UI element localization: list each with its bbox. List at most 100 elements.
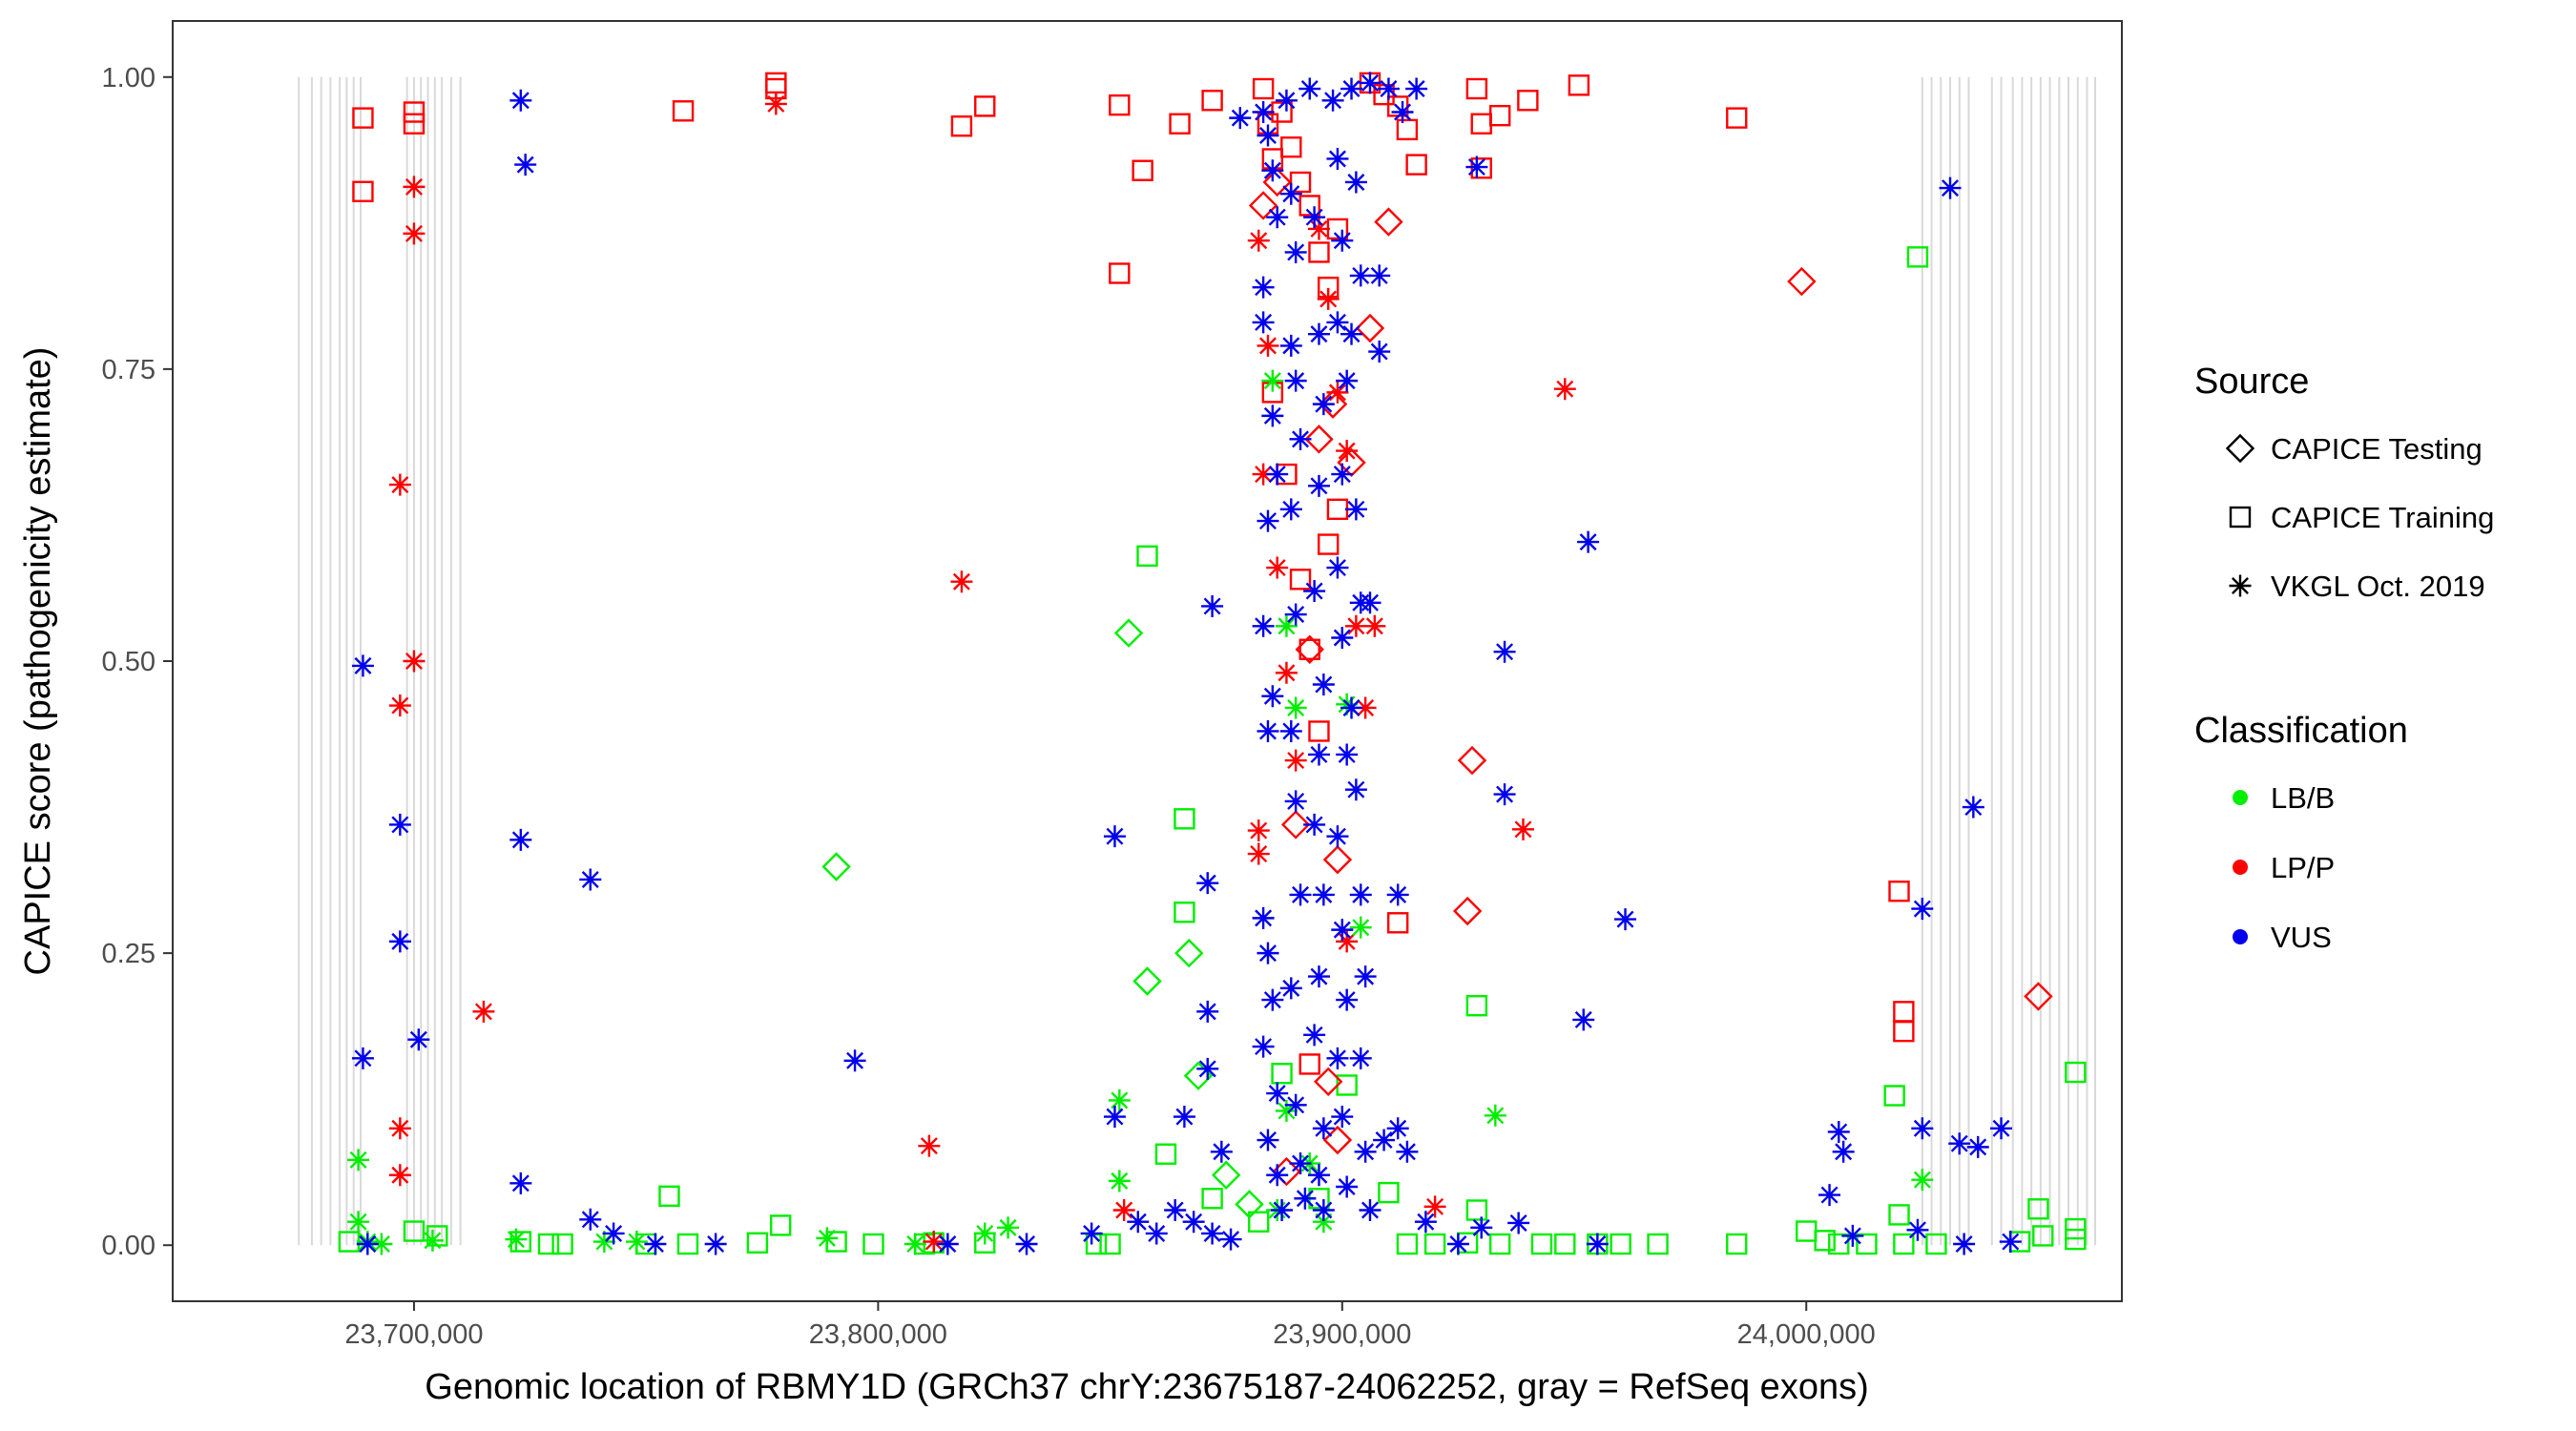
capice-testing-lp-p-point xyxy=(1304,425,1334,454)
capice-training-lp-p-point xyxy=(352,180,374,202)
vkgl-oct-2019-vus-point xyxy=(1261,988,1284,1011)
capice-training-lp-p-point xyxy=(1517,90,1539,112)
vkgl-oct-2019-lp-p-point xyxy=(403,650,426,673)
vkgl-oct-2019-vus-point xyxy=(1368,341,1391,363)
vkgl-oct-2019-lb-b-point xyxy=(1911,1169,1934,1192)
vkgl-oct-2019-vus-point xyxy=(1331,919,1354,942)
vkgl-oct-2019-vus-point xyxy=(1359,1198,1381,1221)
vkgl-oct-2019-lb-b-point xyxy=(347,1211,370,1234)
vkgl-oct-2019-vus-point xyxy=(1336,369,1359,392)
vkgl-oct-2019-vus-point xyxy=(514,154,537,176)
capice-training-lb-b-point xyxy=(1271,1063,1293,1085)
diamond-icon xyxy=(2225,433,2255,464)
x-axis: 23,700,000 23,800,000 23,900,000 24,000,000 xyxy=(344,1301,1876,1350)
legend-source-entry-vkgl: VKGL Oct. 2019 xyxy=(2229,570,2485,603)
vkgl-oct-2019-vus-point xyxy=(1953,1233,1976,1255)
capice-testing-lb-b-point xyxy=(1211,1160,1241,1190)
vkgl-oct-2019-lp-p-point xyxy=(1252,463,1275,486)
vkgl-oct-2019-vus-point xyxy=(1331,463,1354,486)
capice-training-lp-p-point xyxy=(1488,104,1511,127)
y-tick-label: 0.25 xyxy=(102,939,156,969)
vkgl-oct-2019-lp-p-point xyxy=(403,222,426,245)
capice-testing-lp-p-point xyxy=(1262,167,1292,197)
vkgl-oct-2019-vus-point xyxy=(1349,264,1372,287)
capice-training-lb-b-point xyxy=(1136,545,1158,567)
vkgl-oct-2019-vus-point xyxy=(1252,101,1275,124)
capice-training-lb-b-point xyxy=(1554,1233,1576,1255)
vkgl-oct-2019-vus-point xyxy=(1182,1211,1205,1234)
capice-testing-lb-b-point xyxy=(821,852,851,881)
legend-label-capice-training: CAPICE Training xyxy=(2271,501,2494,534)
y-tick-label: 0.50 xyxy=(102,647,156,677)
capice-training-lb-b-point xyxy=(1396,1233,1419,1255)
capice-training-lp-p-point xyxy=(1109,262,1131,284)
vkgl-oct-2019-vus-point xyxy=(1289,883,1312,906)
vkgl-oct-2019-vus-point xyxy=(1279,719,1302,742)
vkgl-oct-2019-vus-point xyxy=(1493,640,1516,663)
capice-testing-lp-p-point xyxy=(1337,447,1366,478)
vkgl-oct-2019-vus-point xyxy=(1344,171,1367,194)
vkgl-oct-2019-vus-point xyxy=(1303,580,1326,603)
legend-label-lpp: LP/P xyxy=(2271,851,2335,884)
capice-training-lp-p-point xyxy=(403,101,426,123)
vkgl-oct-2019-lb-b-point xyxy=(592,1231,615,1254)
vkgl-oct-2019-vus-point xyxy=(1911,1117,1934,1140)
capice-training-lb-b-point xyxy=(1530,1233,1553,1255)
vkgl-oct-2019-vus-point xyxy=(1312,1117,1335,1140)
capice-testing-lp-p-point xyxy=(1374,207,1403,237)
vkgl-oct-2019-vus-point xyxy=(1340,77,1363,100)
capice-testing-lb-b-point xyxy=(1113,618,1144,648)
vkgl-oct-2019-vus-point xyxy=(1340,322,1363,345)
vkgl-oct-2019-vus-point xyxy=(936,1233,959,1255)
vkgl-oct-2019-vus-point xyxy=(1507,1212,1530,1234)
legend-source-entry-testing: CAPICE Testing xyxy=(2225,432,2483,466)
capice-testing-lp-p-point xyxy=(1457,745,1487,776)
vkgl-oct-2019-lp-p-point xyxy=(472,1000,495,1023)
vkgl-oct-2019-vus-point xyxy=(1906,1218,1929,1241)
vkgl-oct-2019-vus-point xyxy=(1470,1216,1493,1239)
vkgl-oct-2019-vus-point xyxy=(1164,1198,1187,1221)
vkgl-oct-2019-lb-b-point xyxy=(370,1233,393,1255)
vkgl-oct-2019-vus-point xyxy=(1103,825,1126,848)
capice-training-lp-p-point xyxy=(672,100,695,122)
vkgl-oct-2019-vus-point xyxy=(1948,1132,1971,1155)
vkgl-oct-2019-vus-point xyxy=(843,1049,866,1072)
vkgl-oct-2019-lp-p-point xyxy=(1363,614,1386,637)
capice-training-lb-b-point xyxy=(770,1214,792,1236)
vkgl-oct-2019-vus-point xyxy=(509,89,532,112)
vkgl-oct-2019-vus-point xyxy=(1266,463,1289,486)
vkgl-oct-2019-vus-point xyxy=(1577,530,1600,553)
x-tick-label: 23,800,000 xyxy=(809,1319,947,1350)
vkgl-oct-2019-vus-point xyxy=(1261,404,1284,427)
vkgl-oct-2019-lp-p-point xyxy=(1275,661,1298,684)
vkgl-oct-2019-vus-point xyxy=(1103,1106,1126,1129)
vkgl-oct-2019-vus-point xyxy=(1289,1152,1312,1175)
capice-testing-lb-b-point xyxy=(1235,1190,1264,1219)
vkgl-oct-2019-lb-b-point xyxy=(997,1216,1020,1239)
capice-training-lp-p-point xyxy=(1109,93,1131,116)
capice-training-lb-b-point xyxy=(537,1233,560,1255)
vkgl-oct-2019-vus-point xyxy=(1414,1211,1437,1234)
capice-training-lb-b-point xyxy=(1814,1230,1836,1252)
vkgl-oct-2019-vus-point xyxy=(407,1028,430,1051)
capice-testing-lp-p-point xyxy=(1355,313,1385,343)
capice-training-lb-b-point xyxy=(1423,1233,1446,1255)
y-axis-title: CAPICE score (pathogenicity estimate) xyxy=(18,347,58,976)
vkgl-oct-2019-vus-point xyxy=(1614,908,1637,931)
vkgl-oct-2019-vus-point xyxy=(1229,107,1252,130)
vkgl-oct-2019-vus-point xyxy=(644,1233,667,1255)
vkgl-oct-2019-vus-point xyxy=(1279,182,1302,205)
legend-label-vus: VUS xyxy=(2271,921,2332,954)
capice-training-lb-b-point xyxy=(1378,1181,1400,1204)
vkgl-oct-2019-vus-point xyxy=(1344,498,1367,521)
capice-testing-lb-b-point xyxy=(1132,966,1162,996)
vkgl-oct-2019-lp-p-point xyxy=(388,695,411,717)
vkgl-oct-2019-vus-point xyxy=(1386,1117,1409,1140)
capice-training-lb-b-point xyxy=(1893,1233,1915,1255)
vkgl-oct-2019-vus-point xyxy=(1312,883,1335,906)
vkgl-oct-2019-vus-point xyxy=(1252,614,1275,637)
capice-training-lb-b-point xyxy=(1174,808,1195,830)
capice-training-lb-b-point xyxy=(2032,1225,2054,1247)
vkgl-oct-2019-vus-point xyxy=(1257,942,1279,964)
vkgl-oct-2019-vus-point xyxy=(1359,72,1381,94)
